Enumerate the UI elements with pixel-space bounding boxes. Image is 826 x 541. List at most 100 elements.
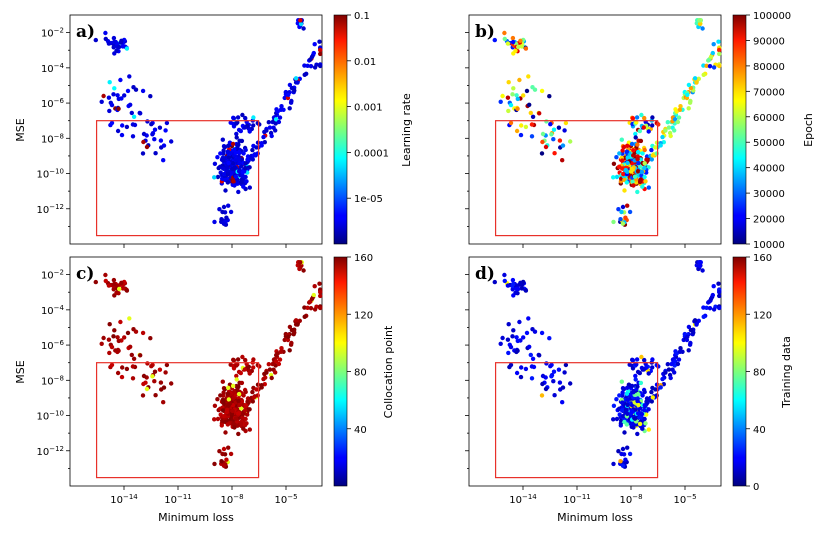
- data-point: [528, 110, 533, 116]
- data-point: [133, 329, 139, 334]
- data-point: [506, 322, 511, 327]
- x-tick-label: 10−8: [619, 493, 642, 506]
- data-point: [663, 370, 668, 375]
- data-point: [624, 180, 629, 185]
- data-point: [611, 175, 616, 180]
- data-point: [686, 106, 691, 111]
- data-point: [668, 133, 673, 139]
- data-point: [226, 143, 231, 148]
- data-point: [109, 362, 115, 368]
- data-point: [312, 307, 318, 312]
- data-point: [225, 391, 231, 396]
- data-point: [717, 305, 722, 311]
- plot-area-c: [69, 256, 323, 487]
- data-point: [158, 380, 164, 385]
- colorbar-tick-label: 60000: [753, 113, 785, 124]
- data-point: [623, 167, 628, 173]
- data-point: [277, 357, 283, 362]
- data-point: [311, 292, 316, 298]
- y-ticks-b: [465, 32, 469, 227]
- data-point: [508, 362, 514, 368]
- data-point: [312, 284, 317, 289]
- data-point: [560, 400, 565, 405]
- data-point: [688, 98, 693, 104]
- colorbar-tick-label: 50000: [753, 138, 785, 149]
- data-point: [235, 120, 240, 125]
- data-point: [293, 318, 299, 323]
- data-point: [124, 288, 130, 293]
- data-point: [120, 44, 126, 49]
- data-point: [301, 268, 306, 273]
- data-point: [633, 373, 638, 379]
- data-point: [293, 76, 299, 81]
- data-point: [627, 209, 633, 215]
- data-point: [217, 207, 222, 212]
- data-point: [118, 77, 123, 83]
- x-tick-label: 10−14: [509, 493, 537, 506]
- data-point: [254, 145, 259, 150]
- data-point: [514, 128, 520, 134]
- data-point: [640, 426, 645, 431]
- data-point: [138, 111, 143, 116]
- data-point: [551, 137, 556, 142]
- data-point: [273, 128, 278, 133]
- data-point: [305, 63, 310, 68]
- data-point: [228, 209, 234, 215]
- data-point: [511, 328, 516, 333]
- data-point: [514, 93, 519, 98]
- data-point: [245, 157, 250, 162]
- data-point: [318, 47, 323, 53]
- data-point: [637, 370, 642, 376]
- data-point: [226, 402, 231, 408]
- data-point: [221, 204, 227, 210]
- data-point: [636, 402, 641, 408]
- colorbar-label-c: Collocation point: [382, 325, 395, 418]
- data-point: [631, 183, 636, 188]
- data-point: [621, 413, 626, 419]
- data-point: [130, 134, 136, 139]
- data-point: [261, 376, 266, 382]
- data-point: [711, 42, 716, 47]
- data-point: [241, 151, 246, 156]
- data-point: [549, 374, 554, 379]
- data-point: [215, 155, 220, 160]
- data-point: [527, 344, 532, 349]
- data-point: [624, 149, 630, 154]
- data-point: [276, 119, 282, 125]
- data-point: [101, 93, 106, 99]
- data-point: [506, 80, 511, 85]
- data-point: [716, 39, 721, 44]
- data-point: [114, 48, 119, 53]
- data-point: [302, 305, 307, 310]
- panel-letter-c: c): [76, 264, 94, 284]
- colorbar-tick-label: 40: [753, 425, 766, 436]
- data-point: [539, 88, 545, 94]
- data-point: [236, 398, 241, 404]
- data-point: [287, 324, 293, 330]
- colorbar-tick-label: 120: [753, 310, 772, 321]
- data-point: [255, 393, 260, 398]
- plot-area-d: [468, 256, 722, 487]
- data-point: [312, 42, 317, 47]
- y-axis-label-c: MSE: [14, 360, 27, 383]
- panel-a: 10−2 10−4 10−6 10−8 10−10 10−12 a) MSE 0.1 0.0…: [14, 11, 413, 248]
- highlight-region: [494, 120, 659, 237]
- data-point: [243, 147, 248, 153]
- data-point: [287, 82, 293, 88]
- data-point: [163, 128, 168, 133]
- data-point: [508, 120, 514, 126]
- y-tick-label: 10−6: [41, 339, 65, 352]
- data-point: [639, 169, 645, 175]
- data-point: [318, 293, 323, 299]
- data-point: [236, 391, 242, 397]
- data-point: [556, 125, 562, 130]
- data-point: [539, 151, 545, 156]
- data-point: [618, 459, 623, 464]
- colorbar-tick-label: 0: [753, 482, 759, 493]
- data-point: [631, 148, 636, 153]
- data-point: [611, 161, 617, 166]
- data-point: [298, 18, 303, 23]
- data-point: [131, 356, 137, 361]
- data-point: [560, 385, 566, 390]
- data-point: [240, 354, 245, 360]
